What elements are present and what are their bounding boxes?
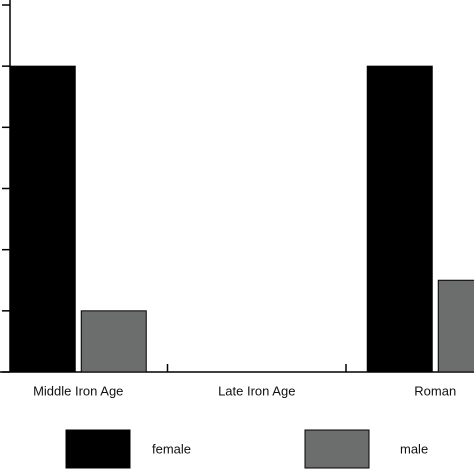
bar xyxy=(437,279,474,373)
x-tick-label: Roman xyxy=(414,383,456,398)
legend-swatch xyxy=(65,429,131,469)
x-tick-label: Middle Iron Age xyxy=(33,383,123,398)
legend-swatch xyxy=(304,429,370,469)
bar xyxy=(80,310,147,373)
bar xyxy=(9,65,76,373)
legend-label: female xyxy=(152,441,191,456)
legend-label: male xyxy=(400,441,428,456)
bar xyxy=(366,65,433,373)
x-tick-label: Late Iron Age xyxy=(218,383,295,398)
